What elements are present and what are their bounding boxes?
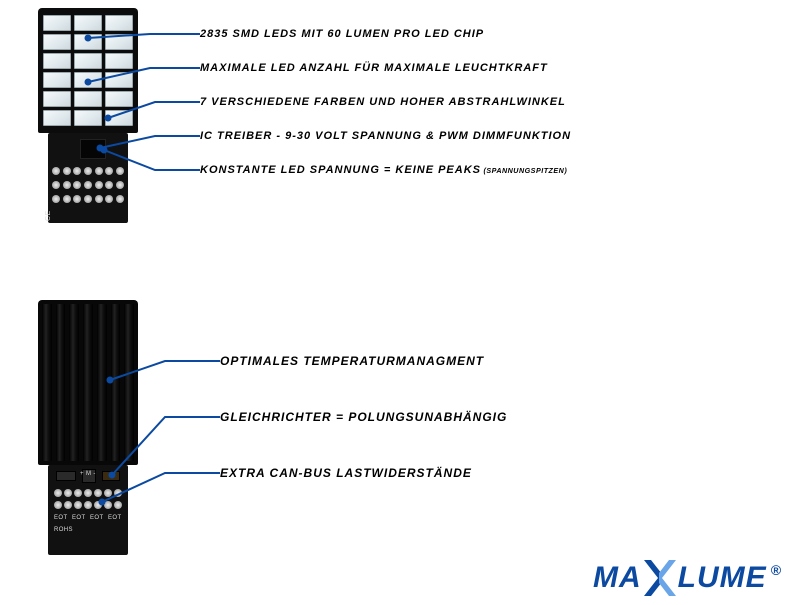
heatsink (38, 300, 138, 465)
led-chip (74, 91, 102, 107)
heatsink-fin (124, 304, 134, 461)
contact-pad (84, 489, 92, 497)
diagram-canvas: CE + M - EOT EOT EOT EOT ROHS 2835 SMD LEDS … (0, 0, 800, 600)
heatsink-fin (42, 304, 52, 461)
contact-pad (74, 489, 82, 497)
contact-row-1 (52, 167, 124, 175)
pcb-mark: EOT (72, 515, 86, 521)
led-chip (43, 15, 71, 31)
contact-pad (84, 501, 92, 509)
logo-registered-icon: ® (771, 562, 782, 578)
led-chip (43, 34, 71, 50)
led-chip (43, 72, 71, 88)
feature-label-paren: (SPANNUNGSPITZEN) (481, 167, 567, 175)
led-chip (43, 91, 71, 107)
pcb-mark: EOT (108, 515, 122, 521)
pcb-mark: EOT (54, 515, 68, 521)
heatsink-fin (111, 304, 121, 461)
contact-pad (64, 501, 72, 509)
logo-part-1: MA (593, 561, 642, 595)
led-chip (105, 91, 133, 107)
led-chip (74, 53, 102, 69)
feature-label: 2835 SMD LEDS MIT 60 LUMEN PRO LED CHIP (200, 28, 484, 40)
led-bulb-front: CE (38, 8, 138, 223)
pcb-mark: ROHS (54, 527, 73, 533)
led-chip (74, 72, 102, 88)
contact-row-2 (52, 181, 124, 189)
heatsink-fin (97, 304, 107, 461)
heatsink-fin (83, 304, 93, 461)
contact-pad (104, 501, 112, 509)
logo-x-icon (638, 556, 682, 600)
contact-pad (54, 501, 62, 509)
heatsink-fin (69, 304, 79, 461)
feature-label: EXTRA CAN-BUS LASTWIDERSTÄNDE (220, 466, 472, 480)
contact-pad (104, 489, 112, 497)
led-bulb-back: + M - EOT EOT EOT EOT ROHS (38, 300, 138, 555)
smd-component (56, 471, 76, 481)
led-chip (74, 15, 102, 31)
contact-pad (94, 501, 102, 509)
led-chip (105, 53, 133, 69)
pcb-back: + M - EOT EOT EOT EOT ROHS (48, 465, 128, 555)
feature-label: OPTIMALES TEMPERATURMANAGMENT (220, 354, 484, 368)
contact-pad (64, 489, 72, 497)
led-chip (43, 110, 71, 126)
contact-row-3 (52, 195, 124, 203)
ic-driver-chip (80, 139, 106, 159)
led-chip (105, 72, 133, 88)
pcb-mark: EOT (90, 515, 104, 521)
contact-pad (114, 501, 122, 509)
feature-label: MAXIMALE LED ANZAHL FÜR MAXIMALE LEUCHTK… (200, 62, 548, 74)
contact-pad (94, 489, 102, 497)
feature-label: 7 VERSCHIEDENE FARBEN UND HOHER ABSTRAHL… (200, 96, 566, 108)
led-chip (105, 15, 133, 31)
feature-label: IC TREIBER - 9-30 VOLT SPANNUNG & PWM DI… (200, 130, 571, 142)
led-chip (74, 110, 102, 126)
pcb-front: CE (48, 133, 128, 223)
contact-pad (114, 489, 122, 497)
led-chip (74, 34, 102, 50)
led-chip-array (38, 8, 138, 133)
ce-mark: CE (45, 210, 52, 221)
feature-label: KONSTANTE LED SPANNUNG = KEINE PEAKS (SP… (200, 164, 567, 176)
led-chip (105, 34, 133, 50)
contact-pad (54, 489, 62, 497)
polarity-mark: + M - (80, 471, 96, 477)
maxlume-logo: MA LUME ® (593, 556, 782, 600)
led-chip (105, 110, 133, 126)
heatsink-fin (56, 304, 66, 461)
led-chip (43, 53, 71, 69)
canbus-resistor (102, 471, 120, 481)
logo-part-2: LUME (678, 561, 767, 595)
feature-label: GLEICHRICHTER = POLUNGSUNABHÄNGIG (220, 410, 507, 424)
contact-pad (74, 501, 82, 509)
